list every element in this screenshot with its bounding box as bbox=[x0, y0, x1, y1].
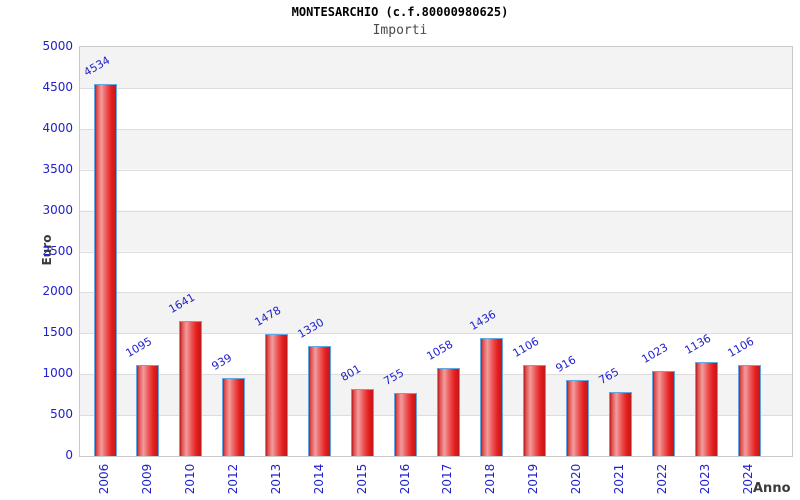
bar-2018 bbox=[480, 338, 503, 456]
y-tick-label: 2500 bbox=[42, 243, 73, 258]
bar-2010 bbox=[179, 321, 202, 456]
y-tick-label: 500 bbox=[50, 407, 73, 422]
bar-value-label: 1058 bbox=[424, 337, 456, 363]
bar-value-label: 1106 bbox=[725, 334, 757, 360]
bar-2009 bbox=[136, 365, 159, 456]
gridline bbox=[80, 251, 792, 253]
plot-area: 4534 1095 1641 939 1478 1330 801 755 1058 1436 110… bbox=[79, 46, 793, 457]
bar-2012 bbox=[222, 378, 245, 456]
bar-2013 bbox=[265, 334, 288, 456]
gridline bbox=[80, 374, 792, 376]
y-tick-label: 1000 bbox=[42, 366, 73, 381]
y-tick-label: 2000 bbox=[42, 284, 73, 299]
x-tick-label: 2010 bbox=[182, 463, 197, 495]
bar-2019 bbox=[523, 365, 546, 456]
chart-title: MONTESARCHIO (c.f.80000980625) bbox=[291, 5, 509, 19]
x-tick-label: 2006 bbox=[97, 463, 111, 495]
x-tick-label: 2012 bbox=[225, 463, 240, 495]
y-tick-label: 4500 bbox=[42, 79, 73, 94]
y-tick-label: 0 bbox=[65, 448, 73, 462]
bar-2020 bbox=[566, 380, 589, 456]
x-tick-label: 2023 bbox=[698, 463, 713, 495]
gridline bbox=[80, 333, 792, 335]
bar-value-label: 939 bbox=[209, 351, 235, 373]
bar-2016 bbox=[394, 393, 417, 456]
y-tick-label: 3000 bbox=[42, 202, 73, 217]
bar-2024 bbox=[738, 365, 761, 456]
gridline bbox=[80, 169, 792, 171]
bar-2022 bbox=[652, 371, 675, 456]
gridline bbox=[80, 128, 792, 130]
bar-value-label: 765 bbox=[596, 365, 622, 387]
x-tick-label: 2021 bbox=[612, 463, 627, 495]
bar-value-label: 1136 bbox=[682, 331, 714, 357]
gridline bbox=[80, 415, 792, 417]
bar-value-label: 801 bbox=[338, 362, 364, 384]
y-tick-label: 5000 bbox=[42, 39, 73, 53]
bar-value-label: 1436 bbox=[467, 307, 499, 333]
x-tick-label: 2022 bbox=[655, 463, 670, 495]
bar-value-label: 755 bbox=[381, 366, 407, 388]
bar-value-label: 1641 bbox=[166, 290, 198, 316]
bar-2023 bbox=[695, 362, 718, 456]
bar-2015 bbox=[351, 389, 374, 456]
y-tick-label: 4000 bbox=[42, 120, 73, 135]
x-tick-label: 2019 bbox=[526, 463, 541, 495]
x-tick-label: 2016 bbox=[397, 463, 412, 495]
gridline bbox=[80, 210, 792, 212]
bar-2014 bbox=[308, 346, 331, 456]
bar-value-label: 916 bbox=[553, 353, 579, 375]
x-tick-label: 2018 bbox=[483, 463, 498, 495]
bar-value-label: 4534 bbox=[81, 53, 113, 79]
bar-value-label: 1023 bbox=[639, 340, 671, 366]
x-tick-label: 2014 bbox=[311, 463, 326, 495]
bar-value-label: 1478 bbox=[252, 303, 284, 329]
bar-value-label: 1095 bbox=[123, 334, 155, 360]
x-tick-label: 2020 bbox=[569, 463, 584, 495]
x-tick-label: 2013 bbox=[268, 463, 283, 495]
bar-value-label: 1330 bbox=[295, 315, 327, 341]
gridline bbox=[80, 292, 792, 294]
chart-subtitle: Importi bbox=[372, 23, 428, 38]
bar-value-label: 1106 bbox=[510, 334, 542, 360]
bar-2006 bbox=[94, 84, 117, 456]
x-axis-title: Anno bbox=[753, 481, 791, 496]
y-tick-label: 1500 bbox=[42, 325, 73, 340]
x-tick-label: 2017 bbox=[440, 463, 455, 495]
y-tick-label: 3500 bbox=[42, 161, 73, 176]
x-tick-label: 2009 bbox=[139, 463, 154, 495]
bar-2021 bbox=[609, 392, 632, 456]
x-tick-label: 2015 bbox=[354, 463, 369, 495]
gridline bbox=[80, 87, 792, 89]
bar-2017 bbox=[437, 368, 460, 456]
